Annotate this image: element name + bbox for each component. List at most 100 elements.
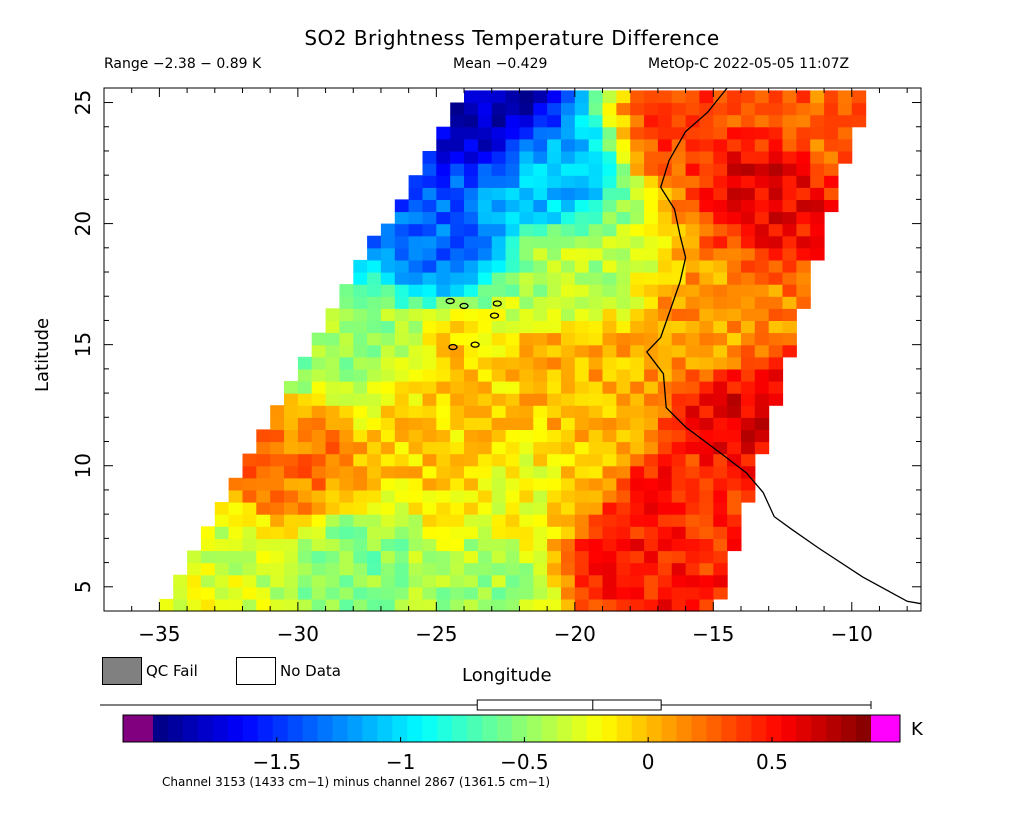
heatmap-cell: [353, 502, 368, 515]
heatmap-cell: [380, 235, 396, 249]
heatmap-cell: [713, 259, 728, 273]
heatmap-cell: [616, 368, 631, 382]
colorbar-segment: [527, 715, 543, 742]
heatmap-cell: [477, 296, 493, 309]
heatmap-cell: [505, 126, 520, 140]
heatmap-cell: [561, 429, 576, 443]
heatmap-cell: [242, 598, 257, 612]
heatmap-cell: [311, 429, 327, 443]
heatmap-cell: [588, 296, 604, 309]
heatmap-cell: [796, 175, 811, 188]
heatmap-cell: [616, 259, 631, 273]
heatmap-cell: [685, 405, 700, 418]
heatmap-cell: [699, 417, 714, 430]
colorbar-tick-label: −0.5: [500, 750, 549, 774]
heatmap-cell: [685, 429, 700, 443]
heatmap-cell: [367, 368, 382, 382]
heatmap-cell: [602, 332, 617, 346]
heatmap-cell: [533, 332, 548, 346]
heatmap-cell: [380, 453, 396, 467]
heatmap-cell: [699, 393, 714, 406]
heatmap-cell: [574, 441, 590, 455]
heatmap-cell: [270, 550, 285, 564]
heatmap-cell: [339, 344, 354, 358]
heatmap-cell: [754, 417, 770, 430]
heatmap-cell: [561, 175, 576, 188]
heatmap-cell: [616, 502, 631, 515]
colorbar-segment: [317, 715, 334, 742]
heatmap-cell: [477, 126, 493, 140]
heatmap-cell: [754, 126, 770, 140]
heatmap-cell: [214, 538, 230, 552]
heatmap-cell: [657, 574, 673, 588]
heatmap-cell: [561, 163, 576, 176]
heatmap-cell: [685, 514, 700, 527]
heatmap-cell: [630, 526, 645, 539]
heatmap-cell: [464, 381, 479, 394]
heatmap-cell: [533, 429, 548, 443]
colorbar-under: [123, 715, 153, 742]
heatmap-cell: [588, 514, 604, 527]
heatmap-cell: [713, 247, 728, 261]
heatmap-cell: [699, 272, 714, 285]
heatmap-cell: [754, 344, 770, 358]
heatmap-cell: [380, 284, 396, 297]
colorbar-segment: [586, 715, 603, 742]
heatmap-cell: [713, 175, 728, 188]
x-tick-label: −20: [554, 622, 596, 646]
heatmap-cell: [754, 296, 770, 309]
colorbar-segment: [407, 715, 423, 742]
heatmap-cell: [685, 235, 700, 249]
heatmap-cell: [657, 259, 673, 273]
colorbar-segment: [766, 715, 782, 742]
heatmap-cell: [477, 465, 493, 479]
heatmap-cell: [408, 429, 423, 443]
colorbar-segment: [153, 715, 169, 742]
heatmap-cell: [630, 489, 645, 503]
heatmap-cell: [464, 586, 479, 600]
heatmap-cell: [491, 453, 507, 467]
heatmap-cell: [367, 308, 382, 321]
colorbar-segment: [168, 715, 184, 742]
heatmap-cell: [685, 187, 700, 200]
heatmap-cell: [602, 502, 617, 515]
heatmap-cell: [685, 502, 700, 515]
heatmap-cell: [477, 163, 493, 176]
heatmap-cell: [408, 477, 423, 491]
heatmap-cell: [505, 405, 520, 418]
heatmap-cell: [464, 259, 479, 273]
heatmap-cell: [768, 247, 784, 261]
heatmap-cell: [768, 223, 784, 237]
heatmap-cell: [671, 332, 687, 346]
heatmap-cell: [602, 308, 617, 321]
heatmap-cell: [200, 586, 216, 600]
heatmap-cell: [256, 526, 271, 539]
heatmap-cell: [311, 526, 327, 539]
heatmap-cell: [464, 102, 479, 116]
heatmap-cell: [547, 187, 562, 200]
heatmap-cell: [616, 344, 631, 358]
qc-fail-label: QC Fail: [146, 662, 198, 680]
heatmap-cell: [311, 574, 327, 588]
heatmap-cell: [284, 514, 299, 527]
heatmap-cell: [339, 320, 354, 334]
heatmap-cell: [851, 114, 867, 128]
heatmap-cell: [533, 368, 548, 382]
heatmap-cell: [422, 199, 437, 213]
heatmap-cell: [284, 453, 299, 467]
heatmap-cell: [394, 308, 410, 321]
heatmap-cell: [782, 272, 797, 285]
heatmap-cell: [630, 477, 645, 491]
heatmap-cell: [436, 526, 451, 539]
heatmap-cell: [214, 598, 230, 612]
heatmap-cell: [630, 187, 645, 200]
colorbar-segment: [302, 715, 319, 742]
heatmap-cell: [228, 550, 243, 564]
heatmap-cell: [713, 586, 728, 600]
heatmap-cell: [699, 574, 714, 588]
heatmap-cell: [505, 381, 520, 394]
heatmap-cell: [505, 368, 520, 382]
heatmap-cell: [727, 538, 742, 552]
heatmap-cell: [547, 247, 562, 261]
heatmap-cell: [574, 550, 590, 564]
